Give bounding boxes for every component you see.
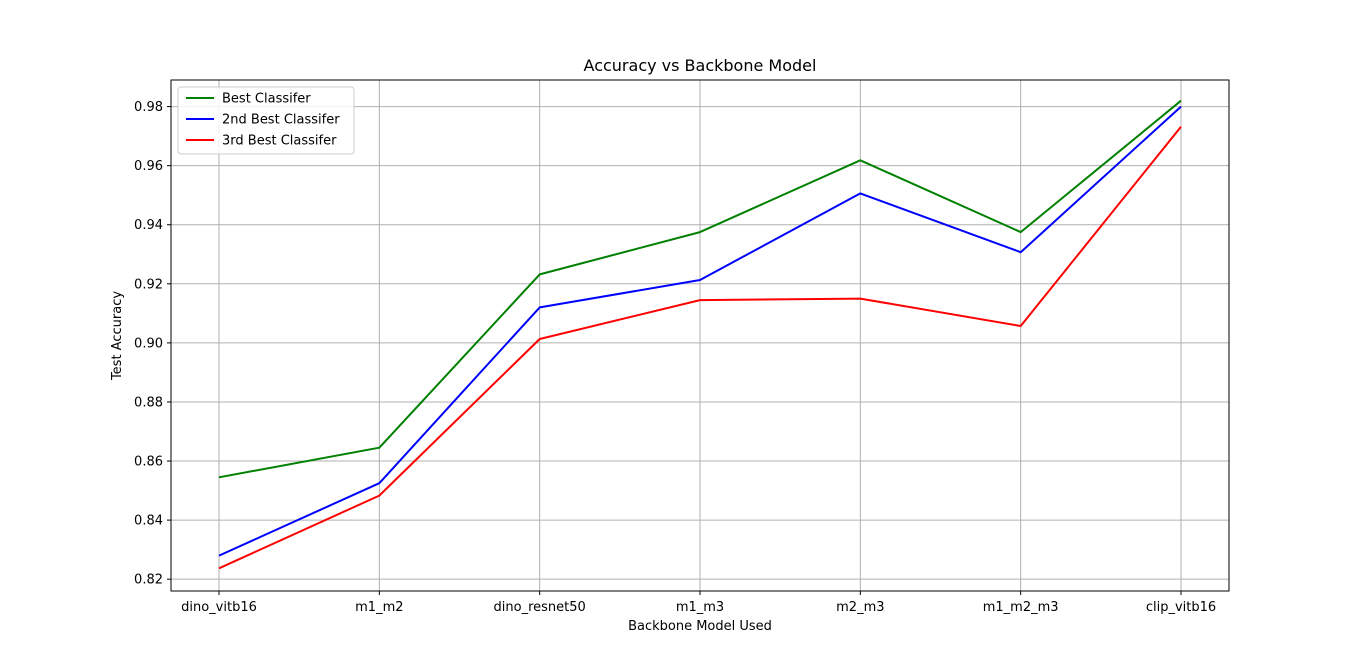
y-tick-label: 0.98 — [134, 100, 163, 115]
x-tick-label: clip_vitb16 — [1146, 600, 1216, 615]
y-tick-label: 0.92 — [134, 277, 163, 292]
x-axis-label: Backbone Model Used — [628, 619, 772, 634]
x-axis-ticks: dino_vitb16 m1_m2 dino_resnet50 m1_m3 m2_m3 m… — [181, 591, 1216, 615]
x-tick-label: m1_m2_m3 — [983, 600, 1059, 615]
legend-label: Best Classifer — [222, 92, 311, 107]
y-tick-label: 0.90 — [134, 336, 163, 351]
x-tick-label: m2_m3 — [836, 600, 884, 615]
legend-box — [177, 86, 355, 155]
legend-label: 3rd Best Classifer — [222, 134, 337, 149]
y-tick-label: 0.84 — [134, 514, 163, 529]
grid-lines — [171, 80, 1229, 591]
y-tick-label: 0.82 — [134, 573, 163, 588]
legend: Best Classifer 2nd Best Classifer 3rd Best… — [177, 86, 355, 155]
y-tick-label: 0.86 — [134, 455, 163, 470]
x-tick-label: m1_m2 — [355, 600, 403, 615]
series-lines — [218, 99, 1182, 570]
y-tick-label: 0.96 — [134, 159, 163, 174]
y-axis-ticks: 0.82 0.84 0.86 0.88 0.90 0.92 0.94 0.96 0.98 — [134, 100, 171, 588]
y-tick-label: 0.88 — [134, 395, 163, 410]
series-line-1 — [218, 99, 1182, 479]
y-tick-label: 0.94 — [134, 218, 163, 233]
x-tick-label: dino_vitb16 — [181, 600, 257, 615]
legend-label: 2nd Best Classifer — [222, 113, 340, 128]
series-line-2 — [218, 105, 1182, 557]
x-tick-label: m1_m3 — [676, 600, 724, 615]
series-line-3 — [218, 126, 1182, 570]
x-tick-label: dino_resnet50 — [494, 600, 586, 615]
chart-title: Accuracy vs Backbone Model — [584, 56, 817, 75]
y-axis-label: Test Accuracy — [110, 291, 125, 381]
